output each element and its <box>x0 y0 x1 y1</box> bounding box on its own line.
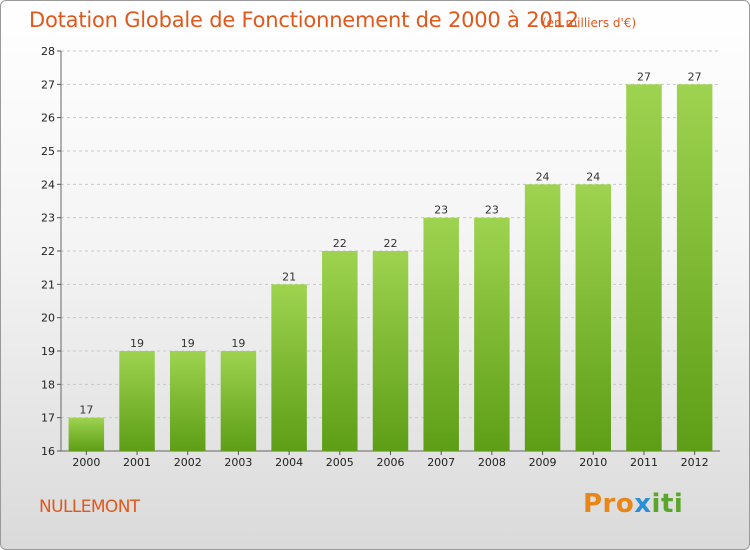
bar-2008 <box>474 217 510 451</box>
logo-part-1: Pro <box>583 489 635 519</box>
bar-2009 <box>524 184 561 452</box>
x-tick-label-2009: 2009 <box>529 456 557 469</box>
logo-part-3: iti <box>651 489 684 519</box>
proxiti-logo: Proxiti <box>583 489 683 519</box>
y-tick-label: 19 <box>41 345 55 358</box>
chart-subtitle: (en milliers d'€) <box>542 16 637 30</box>
y-tick-label: 16 <box>41 445 55 458</box>
bar-2001 <box>119 351 155 451</box>
x-tick-label-2000: 2000 <box>72 456 100 469</box>
y-tick-label: 21 <box>41 278 55 291</box>
chart-title: Dotation Globale de Fonctionnement de 20… <box>29 8 579 32</box>
y-tick-label: 18 <box>41 378 55 391</box>
value-label-2012: 27 <box>688 70 702 83</box>
bar-2005 <box>322 251 358 451</box>
bar-2006 <box>372 251 409 451</box>
value-label-2002: 19 <box>181 337 195 350</box>
bar-2011 <box>626 84 662 451</box>
x-tick-label-2006: 2006 <box>377 456 405 469</box>
y-tick-label: 25 <box>41 145 55 158</box>
x-tick-label-2008: 2008 <box>478 456 506 469</box>
y-tick-label: 22 <box>41 245 55 258</box>
y-tick-label: 23 <box>41 212 55 225</box>
bar-2004 <box>271 284 307 451</box>
y-tick-label: 27 <box>41 78 55 91</box>
value-label-2005: 22 <box>333 237 347 250</box>
bar-2012 <box>676 84 713 451</box>
logo-part-2: x <box>634 489 652 519</box>
value-label-2007: 23 <box>434 204 448 217</box>
x-tick-label-2003: 2003 <box>224 456 252 469</box>
value-label-2011: 27 <box>637 70 651 83</box>
bar-2003 <box>220 351 257 451</box>
bar-2002 <box>169 351 206 451</box>
y-tick-label: 20 <box>41 312 55 325</box>
value-label-2006: 22 <box>384 237 398 250</box>
value-label-2009: 24 <box>536 170 550 183</box>
x-tick-label-2012: 2012 <box>681 456 709 469</box>
x-tick-label-2004: 2004 <box>275 456 303 469</box>
value-label-2003: 19 <box>231 337 245 350</box>
x-tick-label-2001: 2001 <box>123 456 151 469</box>
bar-2010 <box>575 184 612 452</box>
y-tick-label: 28 <box>41 45 55 58</box>
bar-2007 <box>423 217 459 451</box>
label-layer: 17 19 19 19 21 22 22 23 23 24 24 27 27 <box>79 70 701 416</box>
bar-2000 <box>68 417 105 451</box>
y-tick-label: 26 <box>41 112 55 125</box>
x-tick-label-2007: 2007 <box>427 456 455 469</box>
city-name: NULLEMONT <box>39 497 140 517</box>
y-tick-label: 17 <box>41 412 55 425</box>
x-tick-label-2005: 2005 <box>326 456 354 469</box>
x-tick-label-2002: 2002 <box>174 456 202 469</box>
x-tick-label-2011: 2011 <box>630 456 658 469</box>
bar-layer <box>68 84 713 452</box>
value-label-2000: 17 <box>79 404 93 417</box>
y-tick-label: 24 <box>41 178 55 191</box>
value-label-2008: 23 <box>485 204 499 217</box>
value-label-2001: 19 <box>130 337 144 350</box>
x-tick-label-2010: 2010 <box>579 456 607 469</box>
value-label-2004: 21 <box>282 270 296 283</box>
value-label-2010: 24 <box>586 170 600 183</box>
